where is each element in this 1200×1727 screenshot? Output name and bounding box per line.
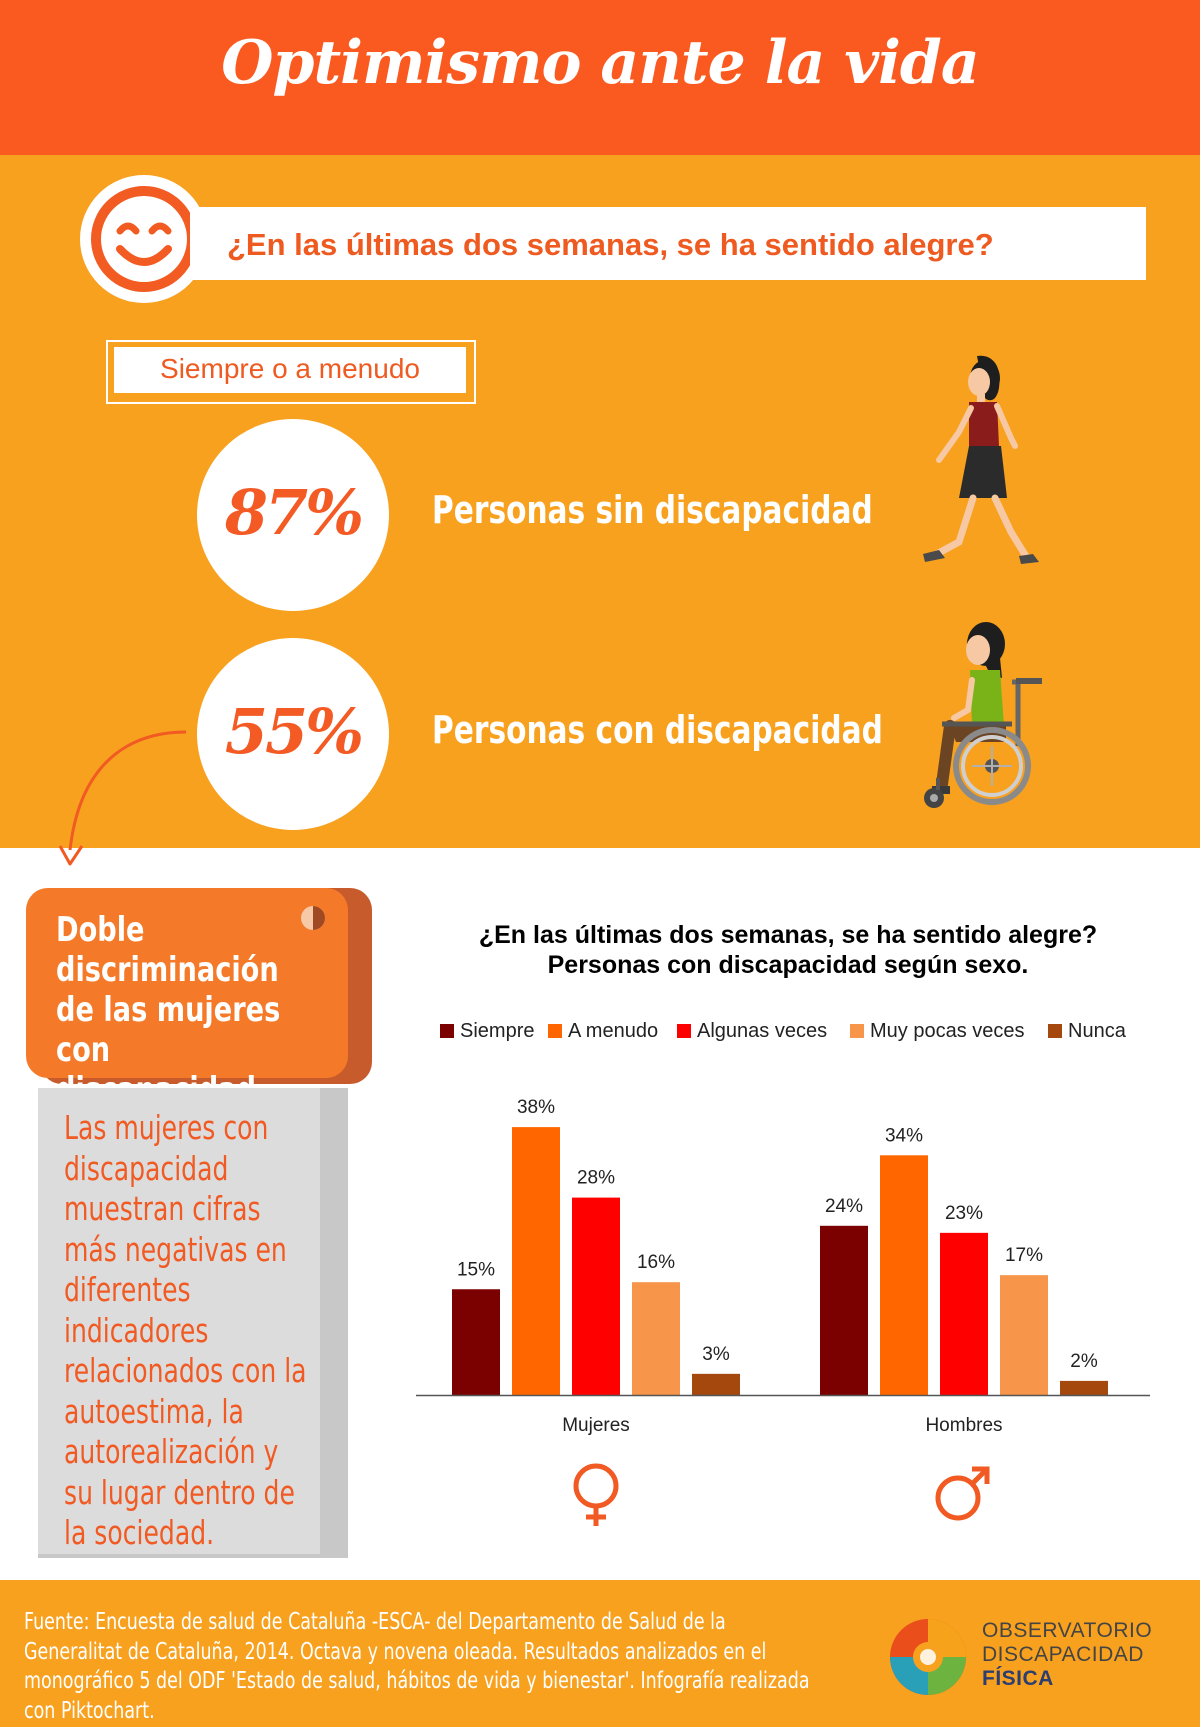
legend-swatch [850, 1024, 864, 1038]
male-symbol-arrow [970, 1466, 990, 1486]
category-label: Hombres [925, 1415, 1002, 1436]
category-label: Mujeres [562, 1415, 630, 1436]
legend-item: Siempre [440, 1017, 534, 1045]
chart-bar [572, 1197, 620, 1395]
data-label: 2% [1070, 1351, 1098, 1372]
logo-icon [886, 1612, 970, 1707]
data-label: 38% [517, 1097, 555, 1118]
chart-title-line1: ¿En las últimas dos semanas, se ha senti… [478, 921, 1098, 949]
legend-swatch [548, 1024, 562, 1038]
stat-value-disability: 55% [224, 695, 364, 768]
logo-text-line2: DISCAPACIDAD [982, 1643, 1144, 1666]
page-title: Optimismo ante la vida [221, 28, 980, 98]
data-label: 15% [457, 1259, 495, 1280]
stat-value-no-disability: 87% [224, 476, 364, 549]
chart-bar [820, 1225, 868, 1395]
chart-subtitle: Personas con discapacidad según sexo. [547, 951, 1029, 979]
legend-label: Algunas veces [697, 1019, 828, 1042]
data-label: 34% [885, 1125, 923, 1146]
pie-dot-icon [300, 905, 326, 931]
card-title: Doble discriminación de las mujeres con … [56, 910, 281, 1110]
legend-label: Muy pocas veces [870, 1019, 1025, 1042]
note-text: Las mujeres con discapacidad muestran ci… [64, 1108, 307, 1552]
walking-woman-icon [915, 350, 1045, 580]
chart-bar [512, 1127, 560, 1395]
question-text: ¿En las últimas dos semanas, se ha senti… [227, 227, 994, 262]
data-label: 17% [1005, 1245, 1043, 1266]
legend-item: Muy pocas veces [850, 1017, 1025, 1045]
female-symbol-icon [573, 1463, 619, 1509]
chart-bar [1000, 1275, 1048, 1395]
female-symbol-cross [586, 1506, 606, 1526]
note-box [38, 1088, 320, 1554]
curved-arrow-icon [40, 722, 200, 877]
data-label: 24% [825, 1196, 863, 1217]
legend-swatch [677, 1024, 691, 1038]
chart-legend: Siempre A menudo Algunas veces Muy pocas ve… [440, 1017, 1160, 1045]
stat-circle-no-disability [197, 419, 389, 611]
stat-circle-disability [197, 638, 389, 830]
tag-frame [106, 340, 476, 404]
legend-label: Nunca [1068, 1019, 1126, 1042]
chart-bar [692, 1373, 740, 1395]
legend-item: Algunas veces [677, 1017, 827, 1045]
logo-text-line1: OBSERVATORIO [982, 1619, 1153, 1642]
stat-label-no-disability: Personas sin discapacidad [432, 488, 873, 532]
legend-swatch [440, 1024, 454, 1038]
stat-label-disability: Personas con discapacidad [432, 708, 883, 752]
chart-bar [1060, 1380, 1108, 1395]
data-label: 3% [702, 1344, 730, 1365]
question-bar [190, 207, 1146, 280]
legend-item: Nunca [1048, 1017, 1126, 1045]
footer-source: Fuente: Encuesta de salud de Cataluña -E… [24, 1609, 810, 1724]
chart-bar [880, 1155, 928, 1395]
chart-bar [940, 1232, 988, 1395]
bar-chart: 15% 38% 28% 16% 3% Mujeres 24% 34% 23% 17% 2% Hombr… [416, 1097, 1150, 1526]
chart-bar [452, 1289, 500, 1395]
legend-label: Siempre [460, 1019, 535, 1042]
logo-text-line3: FÍSICA [982, 1667, 1054, 1690]
chart-bar [632, 1282, 680, 1395]
tag-box [114, 347, 466, 393]
data-label: 23% [945, 1203, 983, 1224]
tag-label: Siempre o a menudo [160, 353, 420, 384]
chart-title: ¿En las últimas dos semanas, se ha senti… [400, 920, 1176, 980]
smiley-icon [80, 175, 208, 303]
data-label: 16% [637, 1252, 675, 1273]
footer [0, 1580, 1200, 1727]
male-symbol-icon [935, 1475, 981, 1521]
data-label: 28% [577, 1168, 615, 1189]
wheelchair-woman-icon [912, 618, 1052, 823]
legend-swatch [1048, 1024, 1062, 1038]
legend-label: A menudo [568, 1019, 659, 1042]
discrimination-card [26, 888, 348, 1078]
legend-item: A menudo [548, 1017, 658, 1045]
header-banner [0, 0, 1200, 155]
